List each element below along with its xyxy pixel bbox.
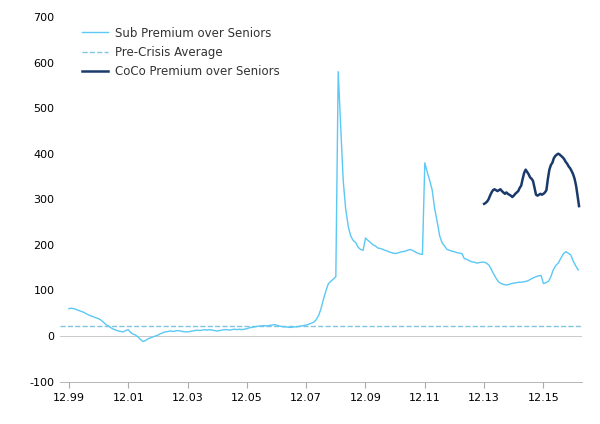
CoCo Premium over Seniors [529, 179, 536, 184]
Line: CoCo Premium over Seniors: CoCo Premium over Seniors [484, 154, 579, 206]
Sub Premium over Seniors [139, 339, 146, 344]
CoCo Premium over Seniors [521, 170, 528, 176]
Sub Premium over Seniors [456, 251, 463, 256]
CoCo Premium over Seniors [554, 151, 562, 156]
Sub Premium over Seniors [575, 268, 582, 273]
CoCo Premium over Seniors [481, 201, 488, 206]
Sub Premium over Seniors [209, 328, 216, 333]
Line: Sub Premium over Seniors: Sub Premium over Seniors [69, 72, 578, 341]
CoCo Premium over Seniors [572, 183, 580, 188]
Sub Premium over Seniors [65, 306, 73, 311]
Sub Premium over Seniors [392, 251, 399, 256]
Sub Premium over Seniors [540, 281, 547, 286]
CoCo Premium over Seniors [563, 161, 571, 166]
Legend: Sub Premium over Seniors, Pre-Crisis Average, CoCo Premium over Seniors: Sub Premium over Seniors, Pre-Crisis Ave… [82, 27, 280, 78]
CoCo Premium over Seniors [503, 190, 510, 195]
Sub Premium over Seniors [496, 280, 503, 285]
CoCo Premium over Seniors [509, 195, 516, 200]
Sub Premium over Seniors [335, 69, 342, 74]
CoCo Premium over Seniors [575, 204, 583, 209]
Sub Premium over Seniors [488, 268, 495, 273]
